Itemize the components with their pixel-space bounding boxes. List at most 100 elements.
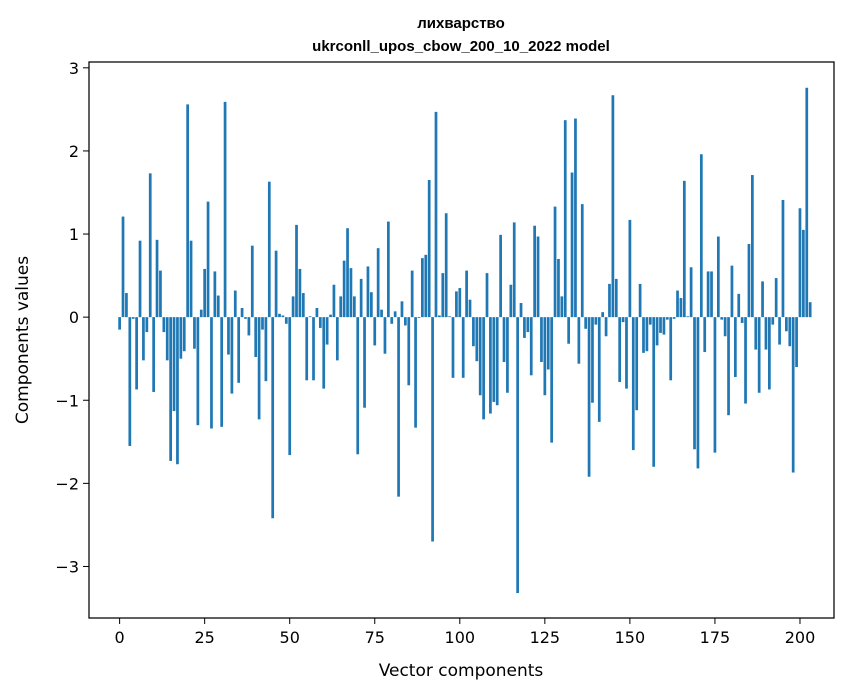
bar-51 bbox=[291, 296, 295, 318]
bar-68 bbox=[349, 268, 353, 318]
bar-72 bbox=[363, 317, 366, 408]
y-tick-label-1: 1 bbox=[69, 225, 79, 244]
bar-189 bbox=[761, 281, 764, 318]
bar-77 bbox=[380, 309, 383, 318]
bar-190 bbox=[764, 317, 768, 350]
bar-75 bbox=[373, 317, 377, 346]
bar-21 bbox=[189, 240, 193, 318]
bar-10 bbox=[152, 317, 155, 392]
bar-117 bbox=[516, 317, 519, 594]
bar-31 bbox=[223, 101, 227, 318]
bar-164 bbox=[676, 290, 679, 318]
bar-102 bbox=[465, 270, 468, 318]
bar-181 bbox=[733, 317, 737, 377]
y-tick-label--1: −1 bbox=[55, 391, 79, 410]
bar-151 bbox=[631, 317, 635, 451]
bar-132 bbox=[567, 317, 571, 344]
bar-24 bbox=[199, 309, 203, 318]
bar-143 bbox=[604, 317, 608, 337]
bar-149 bbox=[625, 317, 628, 389]
bar-37 bbox=[244, 317, 247, 319]
bar-197 bbox=[788, 317, 792, 347]
bar-4 bbox=[131, 317, 135, 319]
bar-100 bbox=[458, 288, 462, 318]
plot-area-frame bbox=[88, 61, 835, 619]
bar-49 bbox=[284, 317, 288, 324]
bar-137 bbox=[584, 317, 588, 329]
x-axis-label: Vector components bbox=[379, 661, 544, 681]
bar-168 bbox=[689, 267, 693, 318]
bar-80 bbox=[390, 317, 394, 324]
bar-142 bbox=[601, 312, 605, 318]
bar-184 bbox=[744, 317, 747, 404]
bar-179 bbox=[727, 317, 730, 416]
y-axis-ticks: −3 −2 −1 0 1 2 3 bbox=[55, 59, 89, 576]
bar-66 bbox=[342, 260, 346, 318]
bar-20 bbox=[186, 104, 190, 318]
bar-138 bbox=[587, 317, 591, 477]
bar-15 bbox=[169, 317, 172, 461]
bar-192 bbox=[771, 317, 775, 325]
bar-73 bbox=[366, 266, 370, 318]
bar-36 bbox=[240, 308, 244, 318]
bar-155 bbox=[645, 317, 649, 352]
bar-8 bbox=[145, 317, 149, 333]
x-tick-label-125: 125 bbox=[530, 628, 561, 647]
bar-124 bbox=[540, 317, 543, 363]
bar-64 bbox=[335, 317, 339, 361]
bar-34 bbox=[233, 290, 237, 318]
x-tick-label-75: 75 bbox=[365, 628, 385, 647]
bar-199 bbox=[795, 317, 798, 368]
bar-123 bbox=[536, 236, 540, 318]
bar-154 bbox=[642, 317, 645, 353]
bar-178 bbox=[723, 317, 727, 337]
bar-166 bbox=[682, 180, 686, 318]
x-tick-label-0: 0 bbox=[115, 628, 125, 647]
bar-133 bbox=[570, 172, 574, 318]
chart-title: лихварство bbox=[417, 15, 505, 32]
bar-120 bbox=[526, 317, 530, 333]
bar-196 bbox=[785, 317, 788, 332]
bar-116 bbox=[512, 222, 516, 318]
bar-27 bbox=[210, 317, 213, 429]
bar-88 bbox=[417, 317, 421, 318]
bar-76 bbox=[376, 248, 380, 318]
bar-39 bbox=[250, 245, 254, 318]
bar-33 bbox=[230, 317, 234, 394]
bar-3 bbox=[128, 317, 132, 446]
bar-103 bbox=[468, 299, 472, 318]
bar-109 bbox=[489, 317, 492, 414]
bar-174 bbox=[710, 271, 713, 318]
x-tick-label-50: 50 bbox=[280, 628, 300, 647]
bar-147 bbox=[618, 317, 622, 382]
bar-203 bbox=[808, 302, 812, 318]
bar-60 bbox=[322, 317, 326, 389]
bar-52 bbox=[295, 224, 298, 318]
bar-90 bbox=[424, 254, 428, 318]
bar-0 bbox=[118, 317, 121, 330]
y-axis-label: Components values bbox=[13, 256, 33, 424]
x-tick-label-150: 150 bbox=[615, 628, 646, 647]
bar-198 bbox=[791, 317, 795, 473]
bar-110 bbox=[492, 317, 496, 402]
bar-191 bbox=[768, 317, 771, 390]
y-tick-label-3: 3 bbox=[69, 59, 79, 78]
bar-55 bbox=[305, 317, 309, 381]
bar-119 bbox=[523, 317, 526, 338]
bar-47 bbox=[278, 313, 281, 318]
bar-13 bbox=[162, 317, 166, 333]
bar-87 bbox=[414, 317, 417, 428]
bar-98 bbox=[451, 317, 455, 378]
bar-67 bbox=[346, 228, 349, 318]
bar-101 bbox=[461, 317, 465, 378]
bar-113 bbox=[502, 317, 506, 363]
bar-30 bbox=[220, 317, 224, 427]
bar-186 bbox=[751, 175, 754, 318]
bar-165 bbox=[679, 298, 683, 318]
bar-153 bbox=[638, 283, 642, 318]
bar-11 bbox=[155, 239, 159, 318]
bar-45 bbox=[271, 317, 275, 519]
x-axis-ticks: 0 25 50 75 100 125 150 175 200 bbox=[115, 618, 815, 647]
